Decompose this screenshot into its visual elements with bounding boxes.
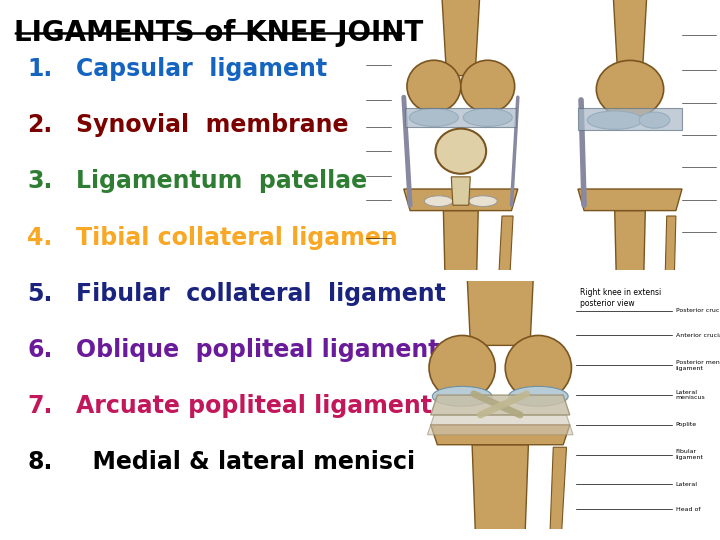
- Text: 1.: 1.: [27, 57, 53, 81]
- Text: Posterior men.
ligament: Posterior men. ligament: [676, 360, 720, 370]
- Text: Arcuate popliteal ligament: Arcuate popliteal ligament: [76, 394, 431, 418]
- Text: Posterior cruciate l.: Posterior cruciate l.: [676, 308, 720, 313]
- Text: LIGAMENTS of KNEE JOINT: LIGAMENTS of KNEE JOINT: [14, 19, 423, 47]
- Text: Head of: Head of: [676, 507, 701, 512]
- Polygon shape: [578, 189, 682, 211]
- Polygon shape: [472, 445, 528, 534]
- Polygon shape: [404, 189, 518, 211]
- Polygon shape: [428, 415, 573, 435]
- Polygon shape: [499, 216, 513, 275]
- Polygon shape: [431, 425, 570, 445]
- Ellipse shape: [639, 112, 670, 128]
- Ellipse shape: [463, 109, 513, 126]
- Text: 8.: 8.: [27, 450, 53, 474]
- Ellipse shape: [432, 386, 492, 406]
- Text: Oblique  popliteal ligament: Oblique popliteal ligament: [76, 338, 439, 362]
- Text: 6.: 6.: [27, 338, 53, 362]
- Ellipse shape: [436, 129, 486, 174]
- Polygon shape: [442, 0, 480, 76]
- Polygon shape: [550, 447, 567, 534]
- Text: Poplite: Poplite: [676, 422, 697, 427]
- Polygon shape: [615, 211, 645, 275]
- Polygon shape: [405, 108, 516, 127]
- Ellipse shape: [461, 60, 515, 112]
- Ellipse shape: [469, 196, 498, 206]
- Text: 4.: 4.: [27, 226, 53, 249]
- Text: 7.: 7.: [27, 394, 53, 418]
- Text: Synovial  membrane: Synovial membrane: [76, 113, 348, 137]
- Polygon shape: [431, 395, 570, 415]
- Text: Fibular  collateral  ligament: Fibular collateral ligament: [76, 282, 446, 306]
- Text: Capsular  ligament: Capsular ligament: [76, 57, 327, 81]
- Text: Medial & lateral menisci: Medial & lateral menisci: [76, 450, 415, 474]
- Ellipse shape: [596, 60, 664, 118]
- Text: Right knee in extensi
posterior view: Right knee in extensi posterior view: [580, 288, 661, 308]
- Ellipse shape: [508, 386, 568, 406]
- Polygon shape: [467, 276, 534, 346]
- Ellipse shape: [424, 196, 453, 206]
- Text: 2.: 2.: [27, 113, 53, 137]
- Polygon shape: [444, 211, 478, 275]
- Ellipse shape: [588, 111, 642, 129]
- Ellipse shape: [407, 60, 461, 112]
- Text: Ligamentum  patellae: Ligamentum patellae: [76, 170, 366, 193]
- Text: Tibial collateral ligamen: Tibial collateral ligamen: [76, 226, 397, 249]
- Polygon shape: [451, 177, 470, 205]
- Ellipse shape: [505, 335, 572, 400]
- Text: Fibular
ligament: Fibular ligament: [676, 449, 703, 460]
- Text: 5.: 5.: [27, 282, 53, 306]
- Ellipse shape: [409, 109, 459, 126]
- Polygon shape: [665, 216, 676, 275]
- Polygon shape: [613, 0, 647, 76]
- Polygon shape: [578, 108, 682, 130]
- Ellipse shape: [429, 335, 495, 400]
- Text: Anterior cruciate: Anterior cruciate: [676, 333, 720, 338]
- Text: 3.: 3.: [27, 170, 53, 193]
- Text: Lateral: Lateral: [676, 482, 698, 487]
- Text: Lateral
meniscus: Lateral meniscus: [676, 390, 706, 401]
